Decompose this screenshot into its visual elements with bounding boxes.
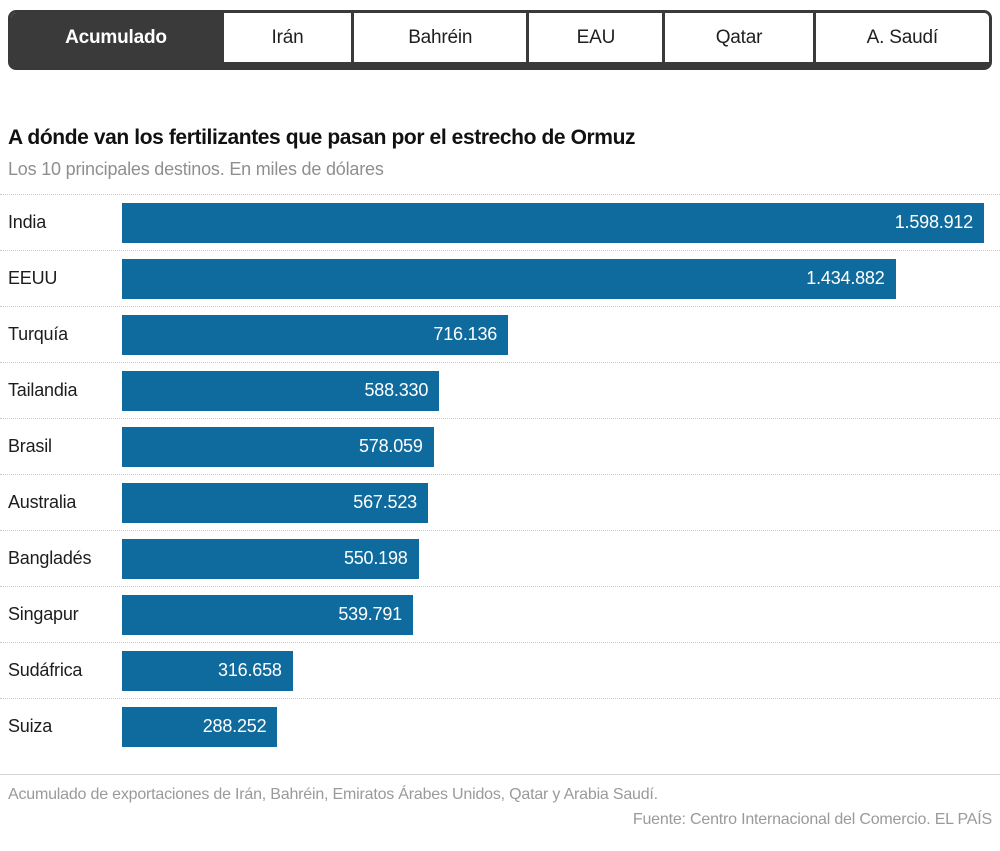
bar-value-label: 588.330 (364, 380, 429, 400)
tab-bar: Acumulado Irán Bahréin EAU Qatar A. Saudí (8, 10, 992, 70)
tab-label: Acumulado (65, 26, 167, 48)
chart-title: A dónde van los fertilizantes que pasan … (8, 126, 636, 149)
bar: 550.198 (122, 538, 419, 579)
chart-subtitle: Los 10 principales destinos. En miles de… (8, 159, 384, 179)
bar-track: 716.136 (122, 314, 984, 355)
tab-label: Irán (271, 26, 304, 48)
bar-track: 1.598.912 (122, 202, 984, 243)
tab-label: A. Saudí (866, 26, 938, 48)
bar-track: 567.523 (122, 482, 984, 523)
chart-header: A dónde van los fertilizantes que pasan … (8, 126, 992, 180)
category-label: Brasil (8, 436, 52, 456)
tab-label: Bahréin (408, 26, 473, 48)
bar-row-eeuu: EEUU 1.434.882 (0, 250, 1000, 306)
bar-row-australia: Australia 567.523 (0, 474, 1000, 530)
bar: 316.658 (122, 650, 293, 691)
tab-a-saudi[interactable]: A. Saudí (812, 13, 989, 62)
bar-track: 578.059 (122, 426, 984, 467)
bar-value-label: 316.658 (218, 660, 282, 680)
bar-value-label: 550.198 (343, 548, 408, 568)
bar: 567.523 (122, 482, 428, 523)
bar-row-india: India 1.598.912 (0, 194, 1000, 250)
bar-row-singapur: Singapur 539.791 (0, 586, 1000, 642)
bar-track: 1.434.882 (122, 258, 984, 299)
category-label: Bangladés (8, 548, 92, 568)
bar-track: 550.198 (122, 538, 984, 579)
bar-row-tailandia: Tailandia 588.330 (0, 362, 1000, 418)
category-label: Singapur (8, 604, 79, 624)
footer-source: Fuente: Centro Internacional del Comerci… (632, 811, 992, 828)
bar-track: 288.252 (122, 706, 984, 747)
bar-row-turquia: Turquía 716.136 (0, 306, 1000, 362)
tab-qatar[interactable]: Qatar (662, 13, 813, 62)
category-label: Australia (8, 492, 77, 512)
chart-footer: Acumulado de exportaciones de Irán, Bahr… (0, 774, 1000, 829)
category-label: India (8, 212, 47, 232)
bar: 539.791 (122, 594, 413, 635)
bar-value-label: 288.252 (202, 716, 267, 736)
category-label: Turquía (8, 324, 68, 344)
bar: 1.434.882 (122, 258, 896, 299)
bar: 578.059 (122, 426, 434, 467)
tab-acumulado[interactable]: Acumulado (11, 13, 221, 62)
footer-note: Acumulado de exportaciones de Irán, Bahr… (8, 786, 658, 803)
tab-label: Qatar (715, 26, 763, 48)
bar-track: 588.330 (122, 370, 984, 411)
bar-chart: India 1.598.912 EEUU 1.434.882 Turquía 716.13… (0, 194, 1000, 754)
tab-eau[interactable]: EAU (526, 13, 663, 62)
bar-value-label: 1.598.912 (894, 212, 973, 232)
bar-row-brasil: Brasil 578.059 (0, 418, 1000, 474)
bar-row-sudafrica: Sudáfrica 316.658 (0, 642, 1000, 698)
bar: 716.136 (122, 314, 509, 355)
bar-row-suiza: Suiza 288.252 (0, 698, 1000, 754)
tab-iran[interactable]: Irán (220, 13, 352, 62)
bar-value-label: 567.523 (353, 492, 417, 512)
bar: 288.252 (122, 706, 278, 747)
category-label: EEUU (8, 268, 58, 288)
bar: 588.330 (122, 370, 440, 411)
tab-label: EAU (576, 26, 616, 48)
bar-value-label: 1.434.882 (806, 268, 885, 288)
category-label: Tailandia (8, 380, 78, 400)
bar-track: 316.658 (122, 650, 984, 691)
bar-value-label: 539.791 (338, 604, 402, 624)
bar-row-banglades: Bangladés 550.198 (0, 530, 1000, 586)
bar-track: 539.791 (122, 594, 984, 635)
category-label: Sudáfrica (8, 660, 83, 680)
tab-bahrein[interactable]: Bahréin (351, 13, 527, 62)
bar-value-label: 578.059 (358, 436, 423, 456)
bar: 1.598.912 (122, 202, 984, 243)
category-label: Suiza (8, 716, 53, 736)
bar-value-label: 716.136 (433, 324, 498, 344)
